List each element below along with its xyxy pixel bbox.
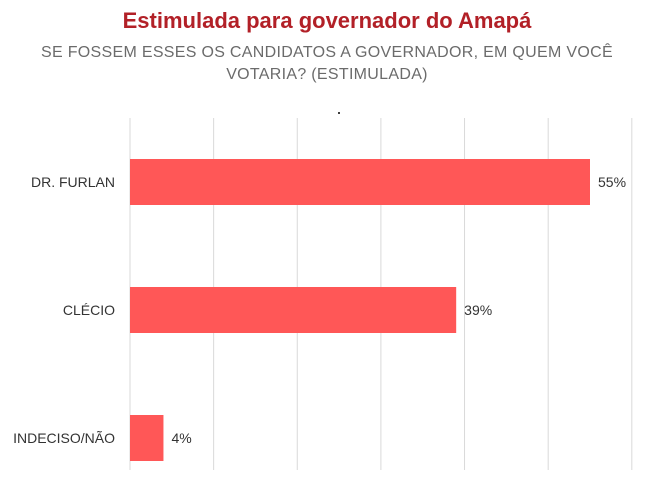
value-label-1: 39% (464, 302, 492, 318)
bar-0 (130, 159, 590, 205)
labels: DR. FURLAN 55% CLÉCIO 39% INDECISO/NÃO 4% (13, 174, 626, 446)
bars (130, 159, 590, 461)
bar-2 (130, 415, 164, 461)
chart-subtitle: SE FOSSEM ESSES OS CANDIDATOS A GOVERNAD… (41, 44, 613, 83)
category-label-0: DR. FURLAN (31, 174, 115, 190)
chart-title: Estimulada para governador do Amapá (122, 8, 532, 33)
value-label-2: 4% (171, 430, 191, 446)
category-label-1: CLÉCIO (63, 302, 115, 318)
stray-dot (338, 112, 340, 114)
value-label-0: 55% (598, 174, 626, 190)
category-label-2: INDECISO/NÃO (13, 430, 115, 446)
bar-1 (130, 287, 457, 333)
